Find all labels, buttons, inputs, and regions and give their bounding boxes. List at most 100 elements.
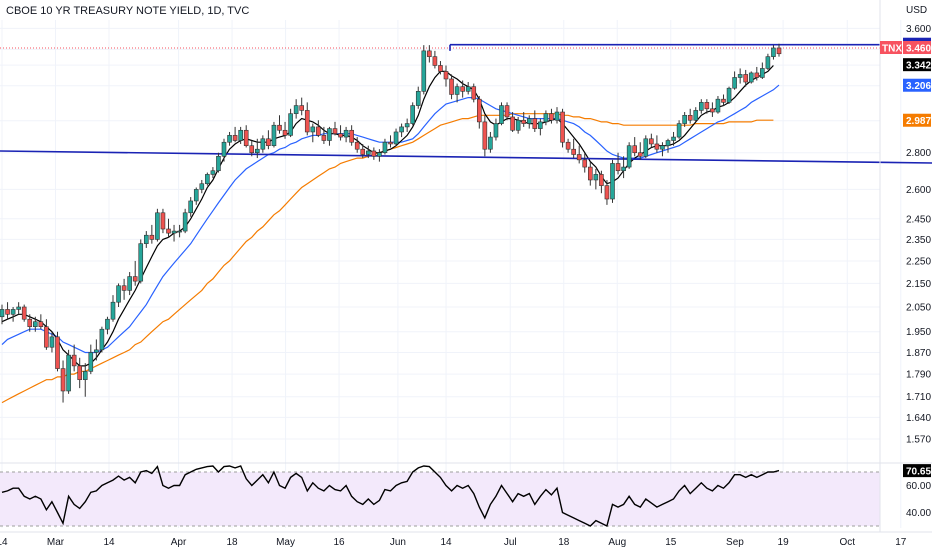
trend-lines[interactable] — [0, 43, 932, 164]
candle-down — [121, 285, 127, 291]
price-tick-label: 1.790 — [906, 370, 931, 381]
price-tag-label: 3.460 — [906, 44, 931, 55]
candle-up — [499, 105, 504, 124]
candle-down — [710, 108, 715, 113]
candle-down — [721, 98, 726, 103]
candle-up — [538, 121, 543, 129]
candle-up — [671, 136, 676, 141]
candle-up — [365, 150, 371, 155]
candle-up — [343, 129, 349, 138]
candle-up — [399, 126, 404, 133]
candle-down — [604, 185, 610, 200]
candle-up — [676, 123, 682, 138]
candle-down — [482, 121, 488, 150]
price-tick-label: 1.950 — [906, 327, 931, 338]
candle-down — [249, 145, 255, 154]
candle-up — [138, 243, 144, 282]
candle-up — [737, 74, 743, 78]
candle-down — [776, 47, 782, 55]
candle-up — [221, 141, 227, 157]
candle-up — [643, 138, 649, 157]
candle-down — [443, 71, 449, 80]
ma-black-line — [1, 65, 774, 367]
ma-price-tag — [903, 58, 931, 72]
candle-down — [5, 309, 10, 315]
candle-up — [199, 183, 205, 190]
candle-up — [698, 102, 704, 111]
candle-up — [155, 212, 160, 240]
candle-up — [327, 128, 332, 141]
candle-down — [532, 118, 538, 129]
candle-down — [77, 365, 82, 380]
candle-up — [99, 328, 105, 351]
candle-down — [754, 72, 760, 78]
price-tick-label: 2.050 — [906, 303, 931, 314]
candle-up — [293, 105, 299, 114]
candle-up — [16, 306, 21, 310]
time-tick-label: 14 — [440, 537, 452, 548]
candle-up — [310, 126, 316, 133]
candle-up — [271, 124, 277, 147]
time-tick-label: Mar — [47, 537, 65, 548]
candle-down — [510, 116, 515, 131]
candle-down — [438, 65, 443, 72]
candle-down — [649, 138, 654, 145]
candle-up — [32, 321, 38, 327]
ma-price-label: 2.987 — [906, 116, 931, 127]
candle-up — [393, 131, 399, 145]
candle-down — [166, 228, 171, 234]
candle-up — [94, 349, 99, 353]
time-tick-label: 17 — [895, 537, 907, 548]
candle-up — [626, 145, 632, 168]
candle-up — [105, 318, 110, 330]
candle-up — [515, 119, 521, 131]
candle-down — [44, 326, 49, 348]
candle-down — [27, 318, 33, 327]
time-tick-label: Sep — [726, 537, 744, 548]
candle-up — [88, 352, 94, 372]
candle-up — [216, 155, 221, 172]
price-tick-label: 2.350 — [906, 235, 931, 246]
candle-down — [576, 154, 582, 161]
time-tick-label: 19 — [778, 537, 790, 548]
candle-down — [582, 159, 588, 168]
price-tick-label: 2.250 — [906, 256, 931, 267]
ma-price-label: 3.342 — [906, 61, 931, 72]
candle-down — [371, 150, 377, 157]
candle-down — [388, 141, 393, 145]
price-axis[interactable]: 3.6003.4503.3423.2062.9872.8002.6002.450… — [879, 0, 931, 532]
candle-up — [110, 301, 116, 320]
candle-up — [404, 123, 410, 128]
time-tick-label: 15 — [665, 537, 677, 548]
candle-down — [471, 86, 477, 100]
candle-up — [660, 145, 665, 150]
candle-up — [205, 174, 210, 185]
time-tick-label: Apr — [171, 537, 187, 548]
chart-title: CBOE 10 YR TREASURY NOTE YIELD, 1D, TVC — [6, 5, 249, 17]
candle-down — [587, 166, 593, 181]
rsi-value-label: 70.65 — [906, 467, 931, 478]
rsi-band — [0, 472, 880, 526]
candle-down — [349, 129, 354, 143]
candle-up — [732, 77, 737, 89]
candle-up — [726, 87, 732, 103]
price-tick-label: 1.640 — [906, 413, 931, 424]
support-trendline — [0, 150, 932, 164]
ma-price-label: 3.206 — [906, 81, 931, 92]
candles-layer[interactable] — [0, 43, 782, 403]
candle-down — [277, 124, 282, 131]
rsi-panel — [0, 462, 932, 528]
time-tick-label: 18 — [226, 537, 238, 548]
candle-up — [554, 111, 560, 121]
candle-up — [665, 140, 671, 147]
rsi-value-tag — [903, 464, 931, 478]
candle-down — [149, 234, 155, 240]
candle-up — [116, 285, 121, 303]
candle-up — [543, 113, 549, 123]
candle-up — [66, 354, 71, 392]
ma-price-tag — [903, 113, 931, 127]
time-axis[interactable]: 14 Mar 14 Apr 18 May 16 Jun 14 Jul 18 Aug 15 Sep 19 Oct… — [0, 531, 932, 548]
candle-down — [654, 143, 660, 150]
candle-up — [693, 110, 699, 121]
